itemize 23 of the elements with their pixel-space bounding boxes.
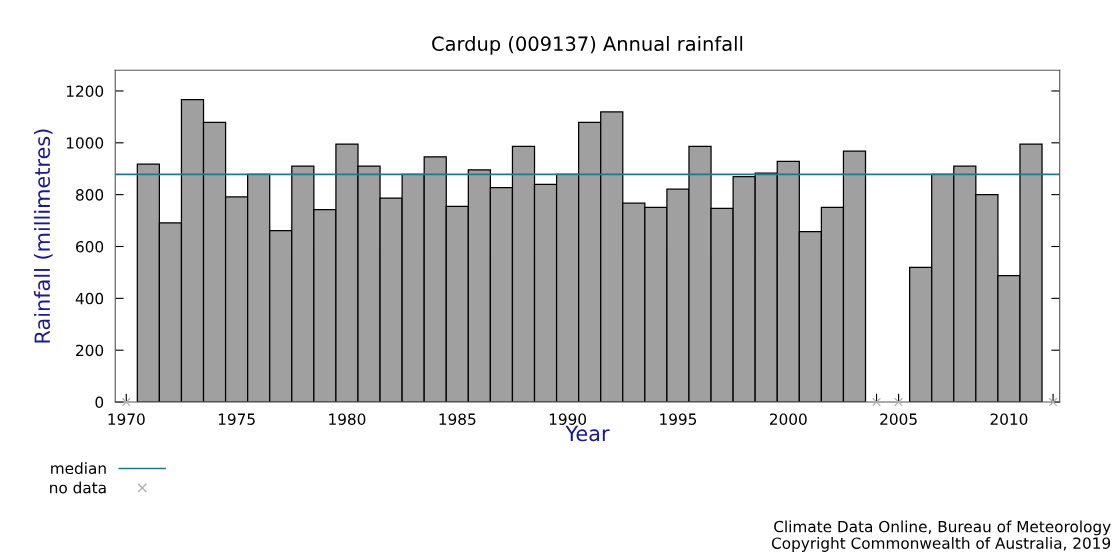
y-tick-label: 600 — [76, 240, 104, 253]
text: Copyright Commonwealth of Australia, 2019 — [771, 537, 1111, 552]
x-tick-label: 2000 — [769, 413, 807, 425]
y-tick-label: 1000 — [66, 137, 104, 149]
y-tick-label: 800 — [76, 189, 104, 201]
text: Climate Data Online, Bureau of Meteorology — [774, 520, 1111, 536]
x-tick-label: 1975 — [218, 413, 255, 425]
y-tick-label: 1200 — [66, 85, 104, 97]
y-tick-label: 400 — [75, 292, 104, 305]
x-tick-label: 1995 — [660, 413, 697, 425]
y-tick-label: 200 — [76, 344, 104, 357]
y-axis-title: Rainfall (millimetres) — [33, 129, 53, 343]
x-tick-label: 1990 — [549, 413, 587, 425]
x-tick-label: 1985 — [439, 413, 476, 425]
x-axis-title: Year — [565, 425, 610, 442]
legend-label: no data — [50, 481, 106, 494]
y-tick-label: 0 — [95, 396, 104, 409]
x-tick-label: 2010 — [990, 413, 1028, 425]
legend-label: median — [51, 462, 106, 475]
x-tick-label: 1970 — [108, 413, 145, 425]
x-tick-label: 2005 — [880, 413, 917, 425]
x-tick-label: 1980 — [329, 413, 366, 425]
chart-title: Cardup (009137) Annual rainfall — [432, 36, 743, 55]
